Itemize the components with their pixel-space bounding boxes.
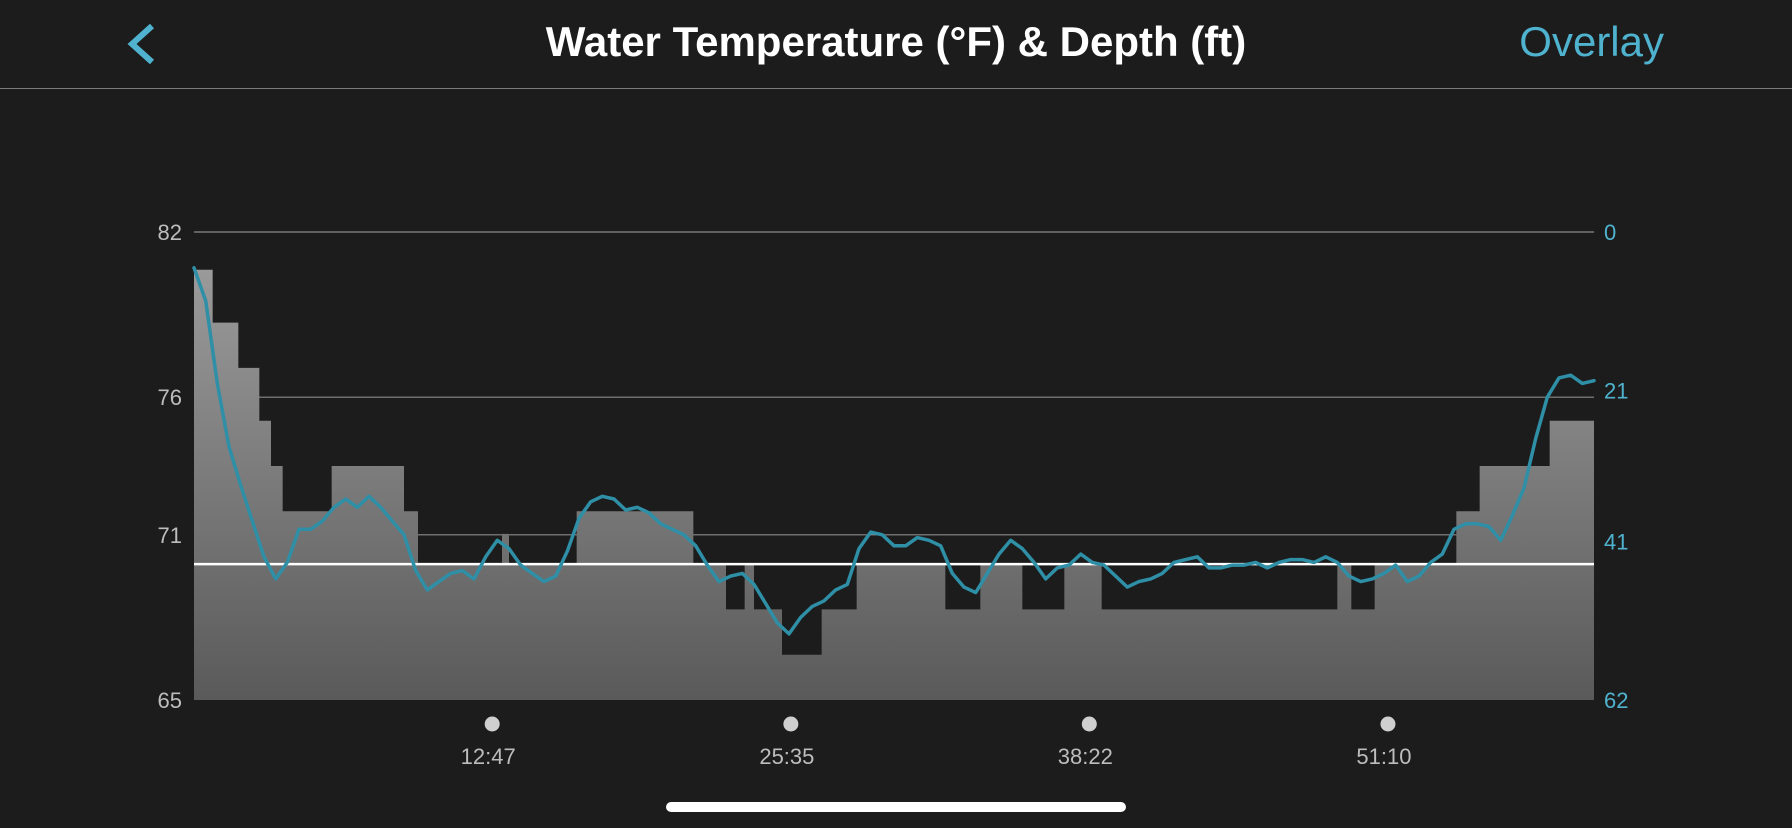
x-tick-marker	[783, 716, 799, 732]
navigation-header: Water Temperature (°F) & Depth (ft) Over…	[0, 0, 1792, 89]
y-right-tick-label: 41	[1604, 529, 1628, 554]
x-tick-label: 51:10	[1356, 744, 1411, 769]
y-left-tick-label: 76	[158, 385, 182, 410]
x-tick-marker	[484, 716, 500, 732]
temperature-depth-chart: 82 76 71 65 0 21 41 62 12:47 25:35 38:22 51:10	[158, 220, 1629, 769]
page-title: Water Temperature (°F) & Depth (ft)	[545, 18, 1247, 65]
x-tick-label: 25:35	[759, 744, 814, 769]
temperature-line-layer	[192, 266, 1596, 636]
y-left-tick-label: 82	[158, 220, 182, 245]
y-right-tick-label: 0	[1604, 220, 1616, 245]
x-tick-label: 38:22	[1058, 744, 1113, 769]
grid-lines	[194, 231, 1594, 536]
x-tick-label: 12:47	[461, 744, 516, 769]
y-left-tick-label: 71	[158, 523, 182, 548]
axis-labels: 82 76 71 65 0 21 41 62 12:47 25:35 38:22 51:10	[158, 220, 1629, 769]
y-left-tick-label: 65	[158, 688, 182, 713]
y-right-tick-label: 21	[1604, 379, 1628, 404]
y-right-tick-label: 62	[1604, 688, 1628, 713]
overlay-button[interactable]: Overlay	[1519, 18, 1664, 65]
x-tick-marker	[1380, 716, 1396, 732]
depth-area-layer	[194, 269, 1594, 700]
chevron-left-icon[interactable]	[124, 22, 164, 66]
temperature-line	[192, 266, 1596, 636]
x-tick-marker	[1081, 716, 1097, 732]
depth-area	[194, 269, 1594, 700]
home-indicator[interactable]	[666, 802, 1126, 812]
